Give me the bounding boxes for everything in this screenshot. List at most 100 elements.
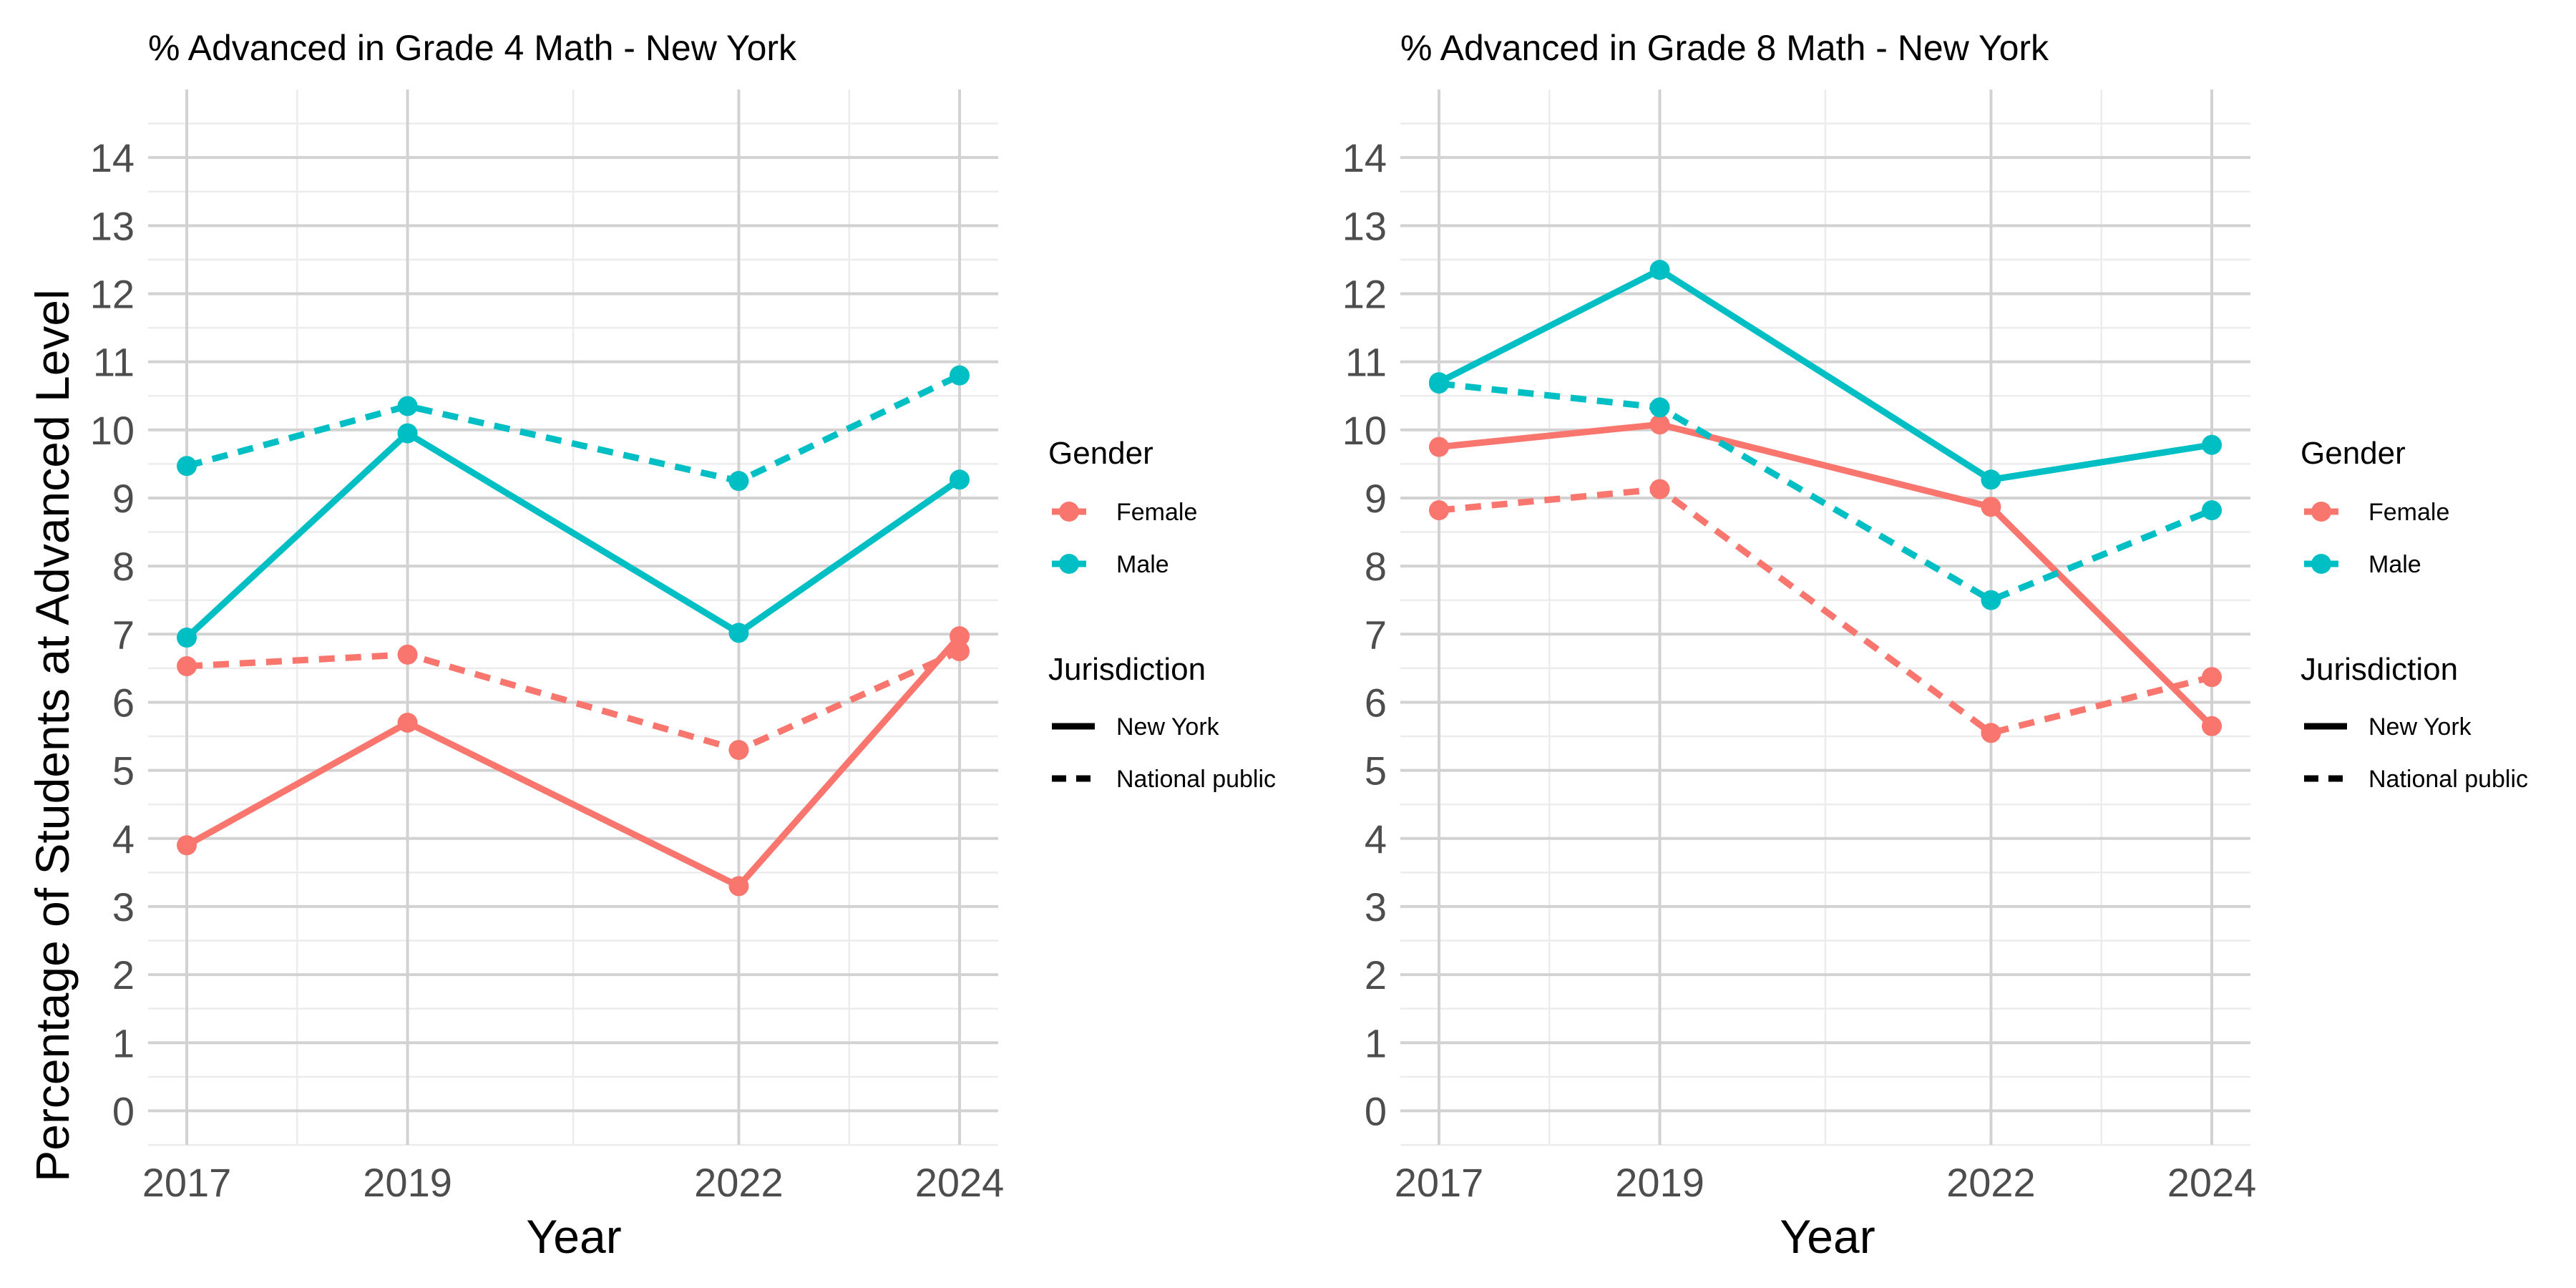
y-tick-label: 2 (112, 952, 135, 997)
data-point (950, 365, 970, 386)
data-point (1981, 469, 2001, 490)
data-point (2202, 434, 2222, 455)
legend-national-label: National public (1116, 766, 1276, 793)
y-tick-label: 14 (1342, 135, 1387, 180)
y-tick-label: 10 (90, 408, 135, 453)
y-tick-label: 12 (1342, 271, 1387, 316)
series-line-female-national-public (1438, 486, 2213, 736)
data-point (397, 423, 418, 444)
data-point (1429, 436, 1449, 457)
x-axis-title: Year (526, 1210, 621, 1263)
panel-title: % Advanced in Grade 8 Math - New York (1400, 28, 2049, 68)
legend: Gender Female Male Jurisdiction New York… (2301, 436, 2528, 793)
x-tick-label: 2019 (1615, 1160, 1704, 1205)
series-line-female-new-york (1438, 421, 2215, 728)
data-point (177, 628, 197, 648)
x-tick-label: 2024 (2167, 1160, 2257, 1205)
data-point (728, 740, 749, 761)
x-tick-label: 2022 (1946, 1160, 2036, 1205)
data-point (1429, 374, 1449, 394)
chart-panel-grade8: % Advanced in Grade 8 Math - New York 0 1… (1342, 28, 2257, 1263)
series-line-female-new-york (185, 634, 962, 889)
y-tick-label: 6 (1365, 680, 1387, 725)
data-point (1981, 590, 2001, 610)
series-line-male-national-public (185, 372, 961, 484)
y-tick-label: 10 (1342, 408, 1387, 453)
x-tick-label: 2017 (142, 1160, 232, 1205)
y-tick-label: 1 (1365, 1020, 1387, 1065)
data-point (1649, 414, 1670, 435)
data-point (728, 471, 749, 492)
grid (148, 89, 998, 1146)
legend-female-swatch-point (2311, 502, 2331, 522)
data-point (950, 626, 970, 647)
y-tick-label: 13 (1342, 203, 1387, 248)
legend-male-label: Male (1116, 551, 1169, 578)
marks (1429, 260, 2222, 743)
series-line-male-new-york (184, 430, 962, 640)
legend-gender-title: Gender (2301, 436, 2406, 471)
y-tick-label: 8 (1365, 544, 1387, 589)
data-point (728, 623, 749, 643)
data-point (950, 469, 970, 490)
x-tick-label: 2019 (363, 1160, 452, 1205)
legend-female-label: Female (2368, 499, 2449, 526)
y-tick-label: 7 (1365, 612, 1387, 657)
y-tick-label: 4 (1365, 816, 1387, 862)
legend-jurisdiction-title: Jurisdiction (1048, 652, 1206, 687)
data-point (1649, 260, 1670, 280)
series-line-male-new-york (1437, 266, 2212, 483)
y-tick-label: 6 (112, 680, 135, 725)
grid (1400, 89, 2250, 1146)
data-point (397, 644, 418, 665)
data-point (1981, 723, 2001, 743)
data-point (1649, 479, 1670, 499)
data-point (728, 876, 749, 897)
data-point (1981, 497, 2001, 517)
legend-jurisdiction-title: Jurisdiction (2301, 652, 2458, 687)
y-tick-label: 12 (90, 271, 135, 316)
legend-national-label: National public (2368, 766, 2528, 793)
y-tick-label: 0 (112, 1088, 135, 1133)
y-tick-label: 5 (112, 748, 135, 794)
data-point (1429, 500, 1449, 521)
panel-title: % Advanced in Grade 4 Math - New York (148, 28, 797, 68)
legend: Gender Female Male Jurisdiction New York… (1048, 436, 1276, 793)
data-point (397, 713, 418, 733)
y-tick-label: 13 (90, 203, 135, 248)
marks (177, 365, 970, 897)
series-line-male-national-public (1438, 380, 2213, 604)
data-point (950, 641, 970, 662)
y-tick-label: 9 (1365, 476, 1387, 521)
y-tick-label: 14 (90, 135, 135, 180)
legend-gender-title: Gender (1048, 436, 1153, 471)
data-point (1649, 397, 1670, 418)
y-axis-title: Percentage of Students at Advanced Level (26, 289, 79, 1182)
x-tick-label: 2024 (915, 1160, 1005, 1205)
y-tick-label: 4 (112, 816, 135, 862)
chart-panel-grade4: % Advanced in Grade 4 Math - New York 0 1… (26, 28, 1004, 1263)
data-point (177, 835, 197, 856)
legend-newyork-label: New York (2368, 713, 2472, 741)
y-tick-label: 8 (112, 544, 135, 589)
legend-male-swatch-point (1059, 554, 1079, 574)
data-point (2202, 667, 2222, 688)
series-line-female-national-public (186, 648, 961, 753)
y-tick-label: 7 (112, 612, 135, 657)
y-tick-label: 3 (112, 884, 135, 930)
data-point (2202, 716, 2222, 736)
data-point (177, 656, 197, 677)
legend-female-label: Female (1116, 499, 1197, 526)
y-tick-label: 1 (112, 1020, 135, 1065)
x-tick-label: 2017 (1395, 1160, 1484, 1205)
y-tick-label: 2 (1365, 952, 1387, 997)
y-tick-label: 11 (93, 340, 135, 385)
legend-male-label: Male (2368, 551, 2421, 578)
y-tick-label: 11 (1345, 340, 1387, 385)
y-tick-label: 0 (1365, 1088, 1387, 1133)
data-point (177, 456, 197, 477)
x-axis-title: Year (1780, 1210, 1875, 1263)
